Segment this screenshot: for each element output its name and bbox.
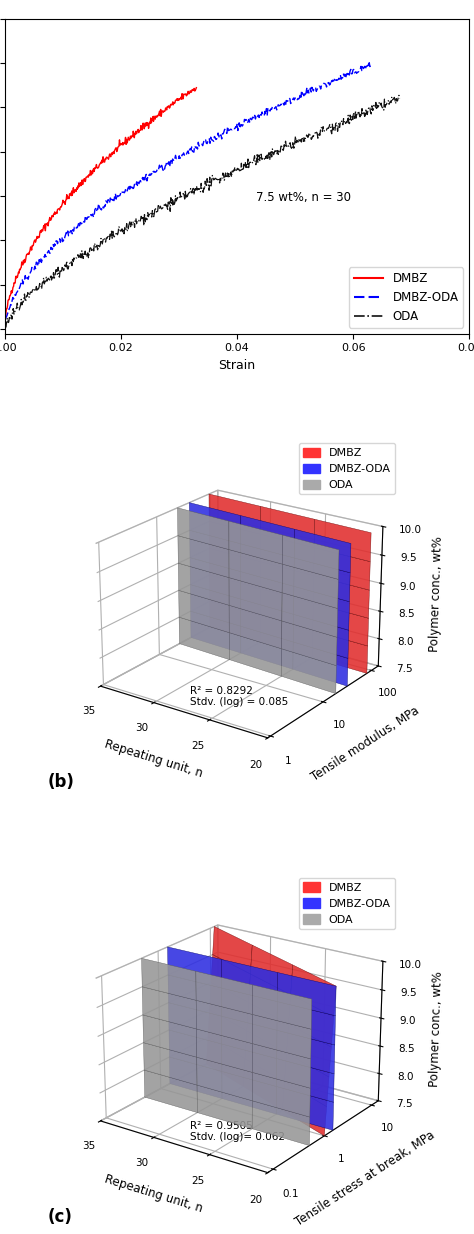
X-axis label: Repeating unit, n: Repeating unit, n [103, 1172, 204, 1215]
Y-axis label: Tensile modulus, MPa: Tensile modulus, MPa [309, 705, 421, 784]
Text: 7.5 wt%, n = 30: 7.5 wt%, n = 30 [255, 191, 351, 205]
Text: R² = 0.8292
Stdv. (log) = 0.085: R² = 0.8292 Stdv. (log) = 0.085 [190, 686, 288, 707]
Text: (c): (c) [48, 1208, 73, 1227]
X-axis label: Repeating unit, n: Repeating unit, n [103, 738, 204, 780]
Text: R² = 0.9505
Stdv. (log)= 0.062: R² = 0.9505 Stdv. (log)= 0.062 [190, 1120, 285, 1143]
Y-axis label: Tensile stress at break, MPa: Tensile stress at break, MPa [293, 1129, 437, 1229]
Legend: DMBZ, DMBZ-ODA, ODA: DMBZ, DMBZ-ODA, ODA [349, 268, 464, 328]
Legend: DMBZ, DMBZ-ODA, ODA: DMBZ, DMBZ-ODA, ODA [299, 443, 395, 495]
Text: (b): (b) [48, 774, 75, 791]
Legend: DMBZ, DMBZ-ODA, ODA: DMBZ, DMBZ-ODA, ODA [299, 877, 395, 929]
X-axis label: Strain: Strain [219, 359, 255, 371]
